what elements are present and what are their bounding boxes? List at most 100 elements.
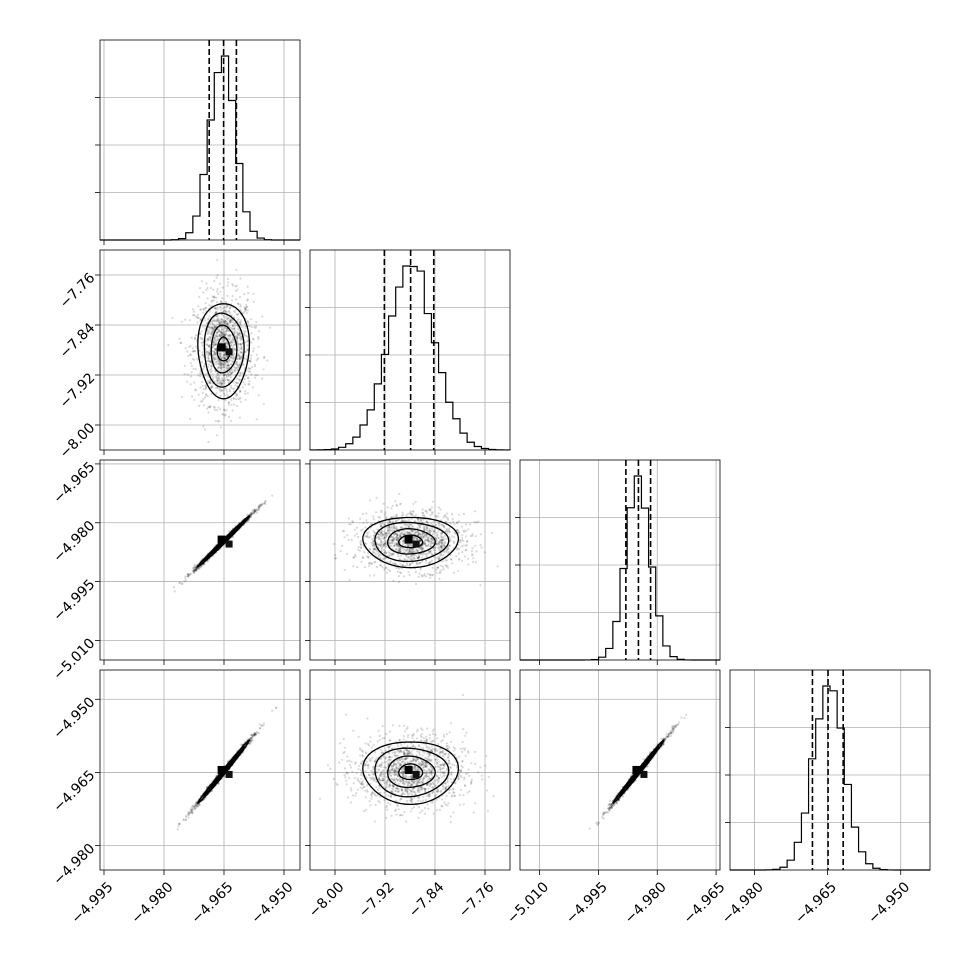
scatter-point (213, 280, 216, 283)
scatter-point (202, 397, 205, 400)
scatter-point (215, 307, 218, 310)
scatter-point (465, 548, 468, 552)
scatter-point (186, 373, 189, 376)
scatter-point (438, 572, 442, 575)
scatter-point (207, 350, 210, 353)
scatter-point (211, 320, 214, 323)
scatter-point (196, 358, 199, 361)
scatter-point (214, 339, 217, 342)
scatter-point (216, 339, 219, 342)
scatter-point (224, 327, 227, 330)
scatter-point (464, 529, 468, 532)
scatter-point (200, 341, 203, 344)
scatter-point (245, 312, 248, 315)
scatter-point (207, 317, 210, 320)
scatter-point (238, 336, 241, 340)
scatter-point (441, 560, 444, 563)
scatter-point (398, 492, 401, 495)
scatter-point (209, 338, 212, 341)
scatter-point (211, 326, 214, 329)
scatter-point (236, 377, 239, 380)
scatter-point (437, 512, 440, 515)
scatter-point (230, 403, 233, 406)
scatter-point (449, 522, 452, 525)
scatter-point (228, 309, 231, 312)
scatter-point (207, 411, 210, 414)
scatter-point (216, 323, 219, 326)
scatter-point (237, 312, 240, 315)
scatter-point (219, 394, 222, 397)
scatter-point (238, 378, 241, 381)
scatter-point (435, 532, 438, 535)
scatter-point (190, 572, 193, 575)
scatter-point (429, 544, 433, 547)
scatter-point (215, 334, 218, 337)
scatter-point (173, 590, 176, 593)
scatter-point (191, 347, 194, 350)
scatter-point (180, 320, 183, 323)
scatter-point (437, 556, 440, 559)
scatter-point (243, 378, 246, 381)
scatter-point (234, 384, 237, 387)
scatter-point (334, 553, 337, 557)
scatter-point (210, 300, 213, 303)
scatter-point (460, 551, 464, 554)
y-tick-label: −7.76 (57, 270, 99, 312)
scatter-point (425, 534, 428, 538)
scatter-point (444, 537, 447, 540)
scatter-point (202, 311, 205, 314)
scatter-point (172, 586, 175, 589)
scatter-point (450, 558, 453, 561)
scatter-point (388, 530, 391, 533)
scatter-point (210, 361, 213, 364)
scatter-point (379, 534, 382, 537)
scatter-point (238, 323, 242, 326)
scatter-point (254, 376, 257, 379)
scatter-point (448, 530, 451, 533)
scatter-point (374, 560, 377, 563)
scatter-point (424, 539, 427, 543)
scatter-point (207, 365, 210, 368)
scatter-point (490, 531, 494, 534)
scatter-point (247, 367, 250, 370)
scatter-point (227, 281, 230, 284)
scatter-point (239, 343, 243, 346)
scatter-point (365, 519, 368, 522)
scatter-point (189, 344, 192, 347)
scatter-point (218, 329, 221, 333)
scatter-point (446, 518, 450, 522)
scatter-point (222, 374, 225, 377)
scatter-point (188, 319, 191, 322)
scatter-point (396, 545, 399, 548)
scatter-point (249, 318, 252, 321)
scatter-point (441, 565, 444, 569)
scatter-point (251, 386, 254, 389)
scatter-point (232, 343, 235, 346)
scatter-point (479, 544, 482, 547)
scatter-point (239, 343, 242, 346)
scatter-point (219, 300, 222, 303)
scatter-point (467, 563, 470, 566)
scatter-point (210, 367, 213, 370)
scatter-point (243, 293, 246, 296)
scatter-point (360, 560, 363, 563)
scatter-point (343, 536, 346, 539)
scatter-point (234, 298, 238, 301)
scatter-point (416, 530, 420, 533)
scatter-point (401, 564, 404, 567)
scatter-point (215, 361, 218, 364)
scatter-point (216, 382, 219, 385)
scatter-point (194, 368, 197, 371)
scatter-point (214, 307, 217, 310)
scatter-point (225, 390, 229, 393)
scatter-point (216, 319, 220, 322)
scatter-point (408, 573, 411, 577)
scatter-point (223, 306, 226, 309)
scatter-point (236, 319, 239, 322)
scatter-point (396, 570, 399, 573)
scatter-point (214, 349, 217, 352)
scatter-point (444, 514, 447, 517)
scatter-point (461, 533, 464, 537)
scatter-point (196, 316, 199, 319)
scatter-point (360, 546, 363, 549)
